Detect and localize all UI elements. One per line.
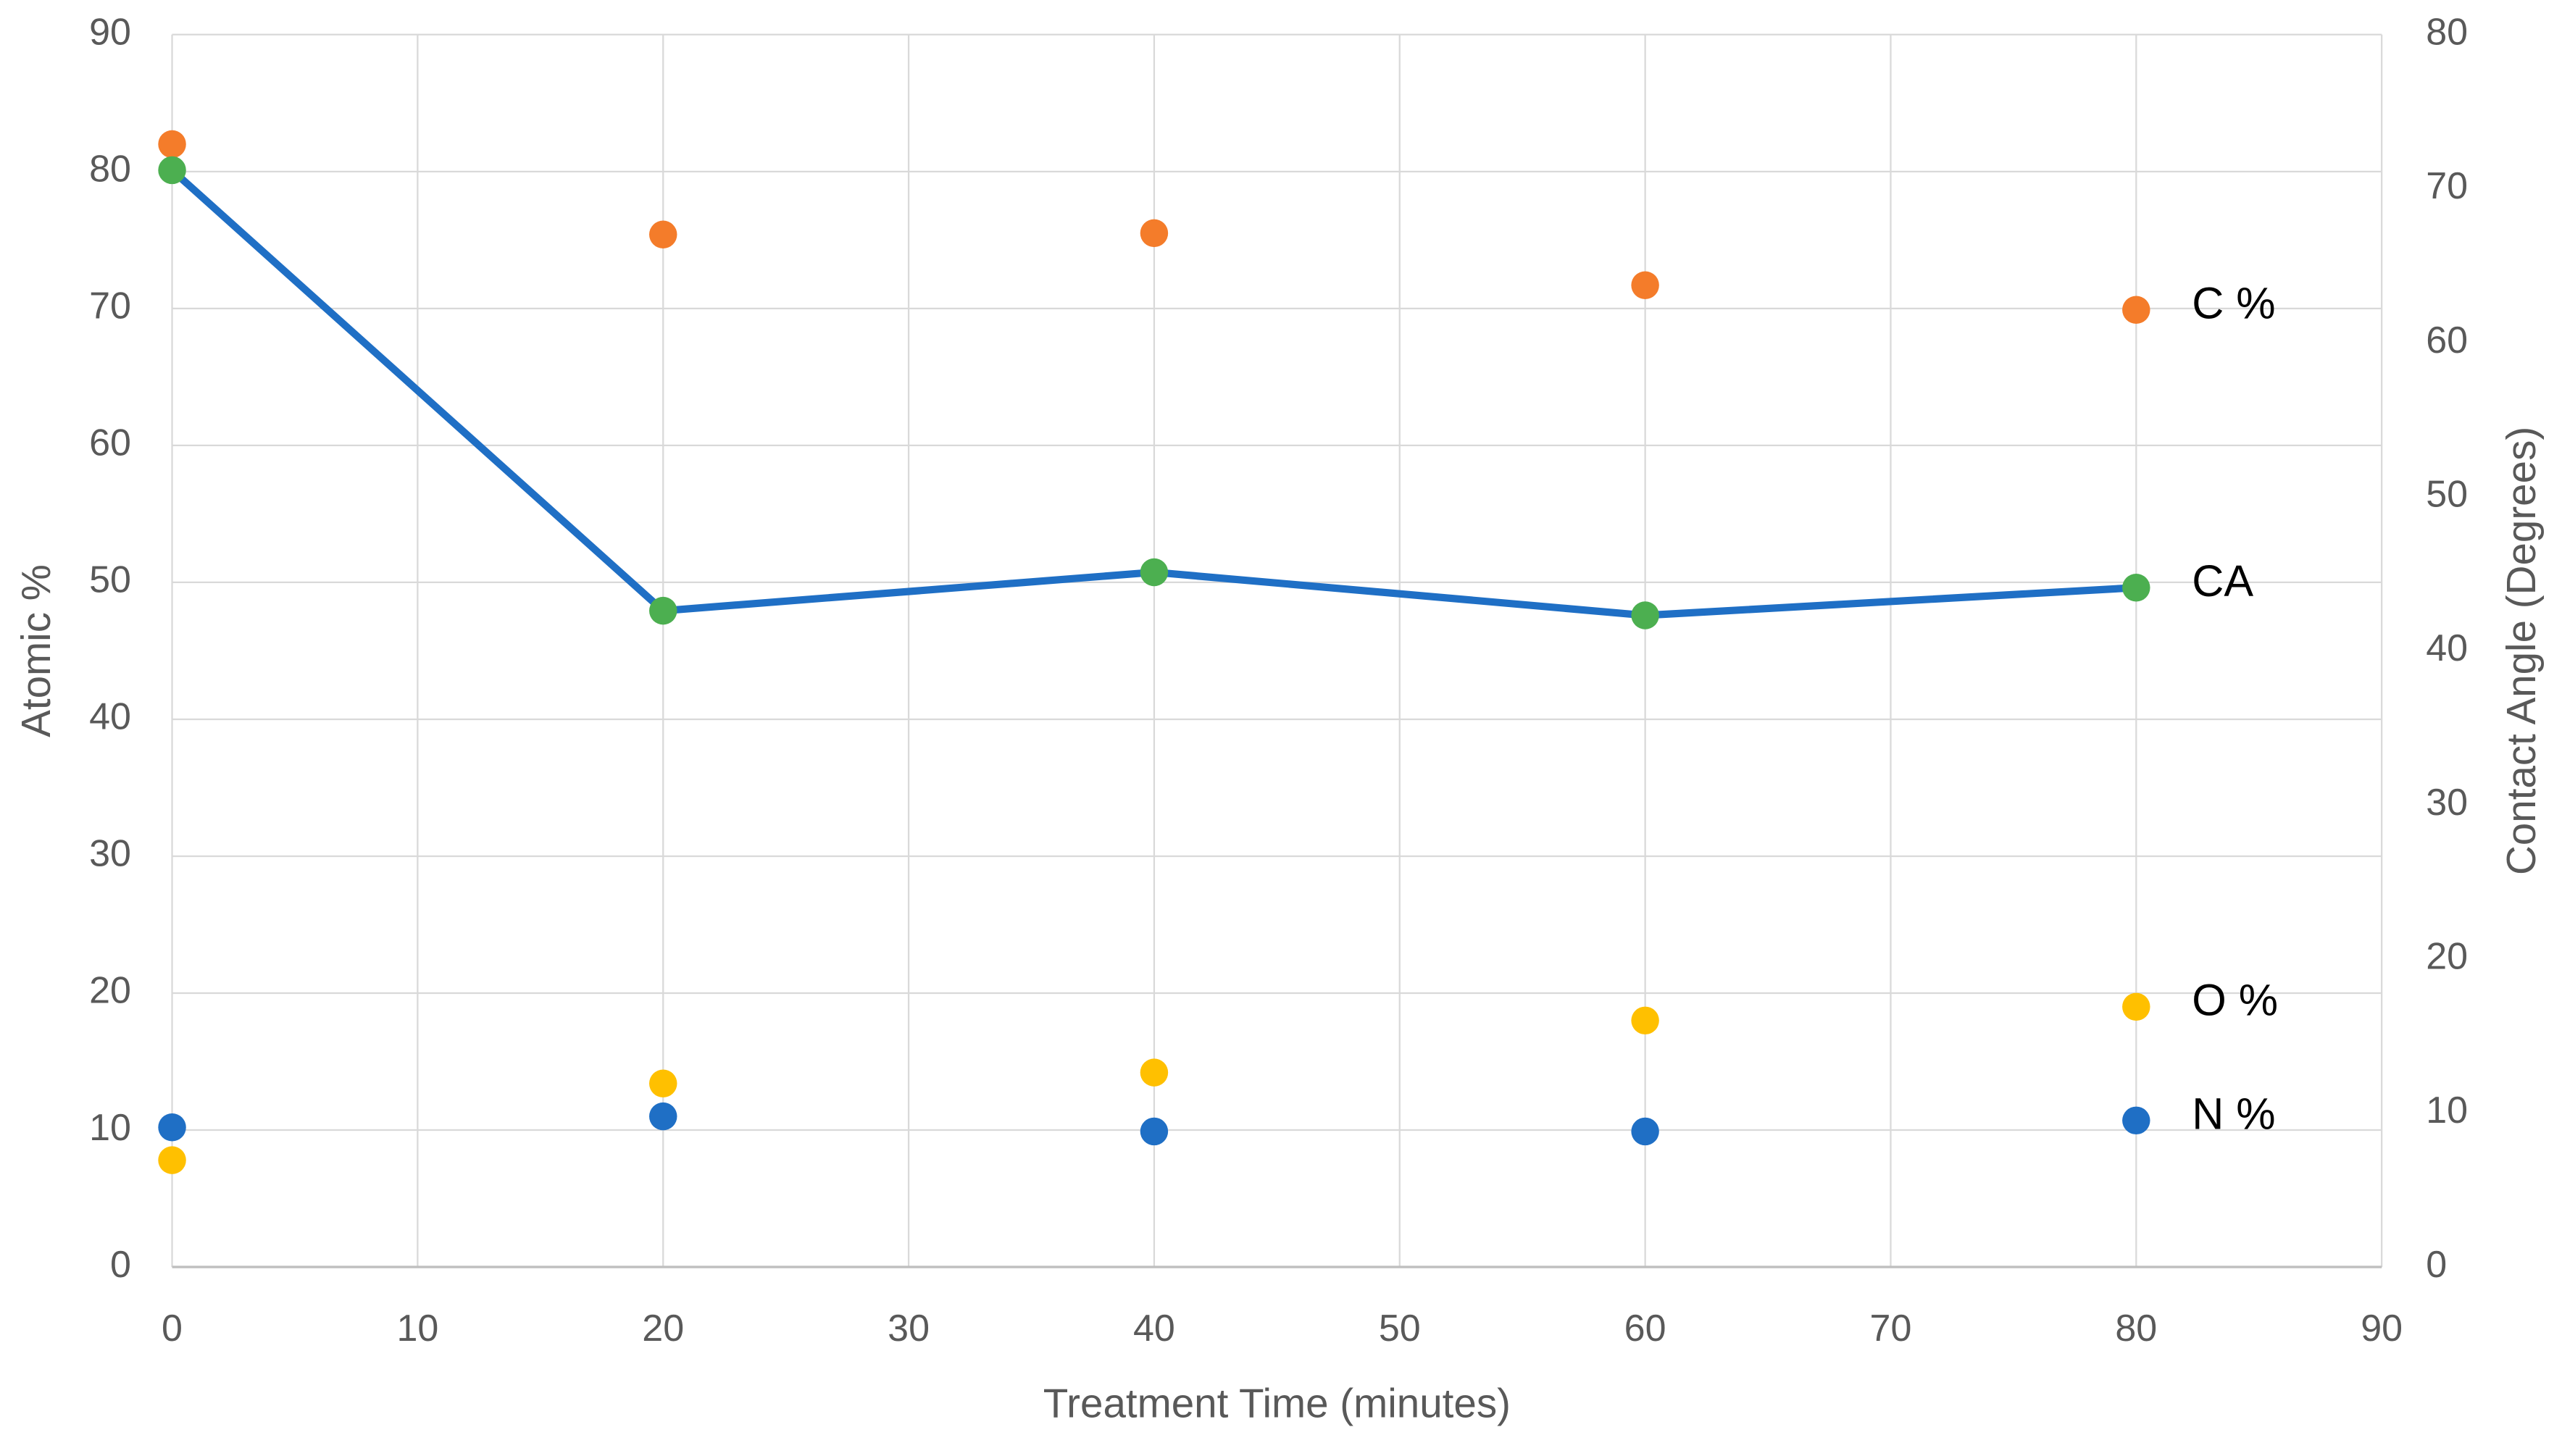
x-tick-label: 10 xyxy=(396,1308,438,1350)
x-tick-label: 20 xyxy=(642,1308,684,1350)
y-tick-label: 80 xyxy=(89,148,131,191)
point xyxy=(1140,558,1169,587)
y-tick-label: 60 xyxy=(89,422,131,464)
point xyxy=(1631,271,1659,299)
x-tick-label: 50 xyxy=(1379,1308,1421,1350)
x-tick-label: 60 xyxy=(1624,1308,1666,1350)
y-tick-label: 0 xyxy=(110,1244,131,1286)
y-tick-label: 50 xyxy=(89,559,131,601)
point xyxy=(1631,601,1659,629)
point xyxy=(158,156,186,185)
point xyxy=(2122,574,2150,602)
y2-tick-label: 10 xyxy=(2426,1089,2468,1131)
point xyxy=(2122,992,2150,1021)
y-tick-label: 20 xyxy=(89,970,131,1012)
y2-tick-label: 0 xyxy=(2426,1244,2447,1286)
y2-tick-label: 40 xyxy=(2426,627,2468,669)
y-axis-title: Atomic % xyxy=(13,564,59,737)
y2-tick-label: 60 xyxy=(2426,319,2468,361)
point xyxy=(649,220,677,249)
x-tick-label: 40 xyxy=(1133,1308,1175,1350)
x-tick-label: 30 xyxy=(888,1308,930,1350)
series-label: CA xyxy=(2192,556,2253,606)
x-tick-label: 80 xyxy=(2115,1308,2157,1350)
series-label: O % xyxy=(2192,976,2278,1025)
point xyxy=(158,130,186,159)
point xyxy=(1140,219,1169,248)
point xyxy=(1140,1117,1169,1146)
x-tick-label: 90 xyxy=(2361,1308,2403,1350)
y-tick-label: 40 xyxy=(89,696,131,738)
point xyxy=(649,1069,677,1097)
y-tick-label: 70 xyxy=(89,285,131,327)
y-tick-label: 30 xyxy=(89,833,131,875)
point xyxy=(2122,1106,2150,1135)
y2-tick-label: 70 xyxy=(2426,165,2468,207)
x-axis-title: Treatment Time (minutes) xyxy=(1043,1380,1511,1426)
y2-tick-label: 50 xyxy=(2426,474,2468,516)
y2-tick-label: 30 xyxy=(2426,782,2468,824)
y2-tick-label: 20 xyxy=(2426,935,2468,977)
point xyxy=(158,1113,186,1142)
y2-axis-title: Contact Angle (Degrees) xyxy=(2498,427,2544,875)
point xyxy=(649,596,677,625)
point xyxy=(1631,1117,1659,1146)
y2-tick-label: 80 xyxy=(2426,12,2468,54)
series-label: N % xyxy=(2192,1089,2275,1138)
point xyxy=(1140,1058,1169,1087)
x-tick-label: 0 xyxy=(162,1308,183,1350)
point xyxy=(158,1146,186,1174)
y-tick-label: 90 xyxy=(89,12,131,54)
x-tick-label: 70 xyxy=(1870,1308,1912,1350)
y-tick-label: 10 xyxy=(89,1107,131,1149)
point xyxy=(1631,1006,1659,1035)
series-label: C % xyxy=(2192,278,2275,327)
point xyxy=(2122,296,2150,324)
point xyxy=(649,1102,677,1131)
